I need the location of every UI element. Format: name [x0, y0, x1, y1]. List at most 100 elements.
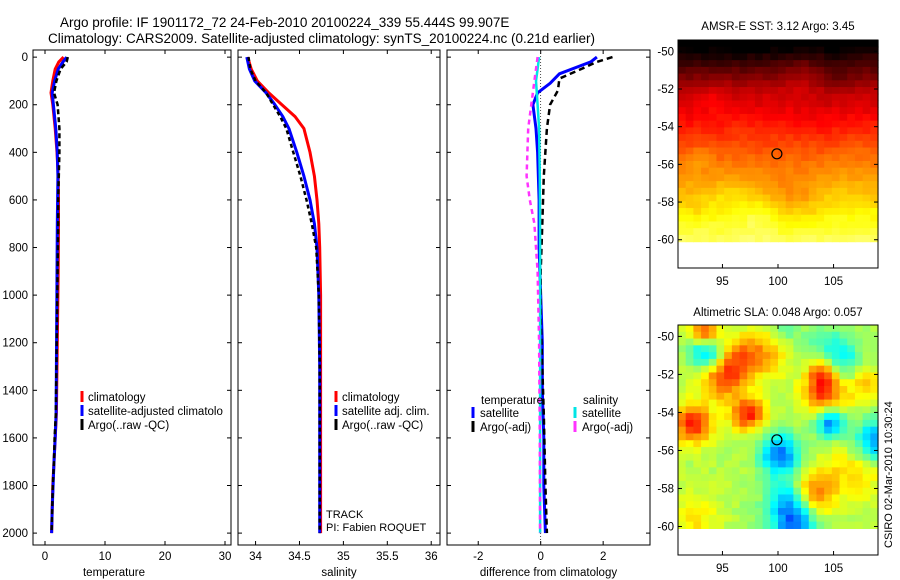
sla-map-cell: [685, 419, 694, 428]
sst-map-cell: [847, 60, 856, 68]
sla-map-cell: [708, 480, 718, 489]
sla-map-cell: [816, 325, 825, 333]
sst-map-cell: [831, 181, 841, 189]
sla-map-cell: [685, 392, 694, 401]
sst-map-cell: [678, 120, 687, 128]
salinity-profile-xtick-label: 36: [425, 551, 438, 563]
sst-map-cell: [870, 127, 879, 135]
sla-map-cell: [762, 372, 771, 380]
sla-map-cell: [847, 392, 856, 401]
sla-map-cell: [701, 338, 710, 346]
sla-map-cell: [778, 372, 787, 380]
sla-map-cell: [847, 440, 856, 448]
sst-map-cell: [847, 127, 856, 135]
sst-map-cell: [747, 194, 756, 202]
sst-map-cell: [731, 154, 741, 162]
sla-map-cell: [778, 440, 787, 448]
sla-map-cell: [739, 474, 748, 482]
sst-map-cell: [870, 167, 879, 176]
sla-map-cell: [754, 379, 764, 387]
sst-map-cell: [824, 40, 833, 48]
sla-map-cell: [693, 386, 702, 394]
temperature-profile-ytick-label: 0: [22, 52, 28, 64]
sla-map-cell: [716, 440, 725, 448]
sst-map-cell: [870, 87, 879, 95]
sst-map-cell: [854, 228, 864, 236]
sla-map-cell: [747, 501, 756, 509]
sst-map-cell: [724, 46, 733, 55]
sla-map-cell: [747, 352, 756, 360]
sst-map-cell: [739, 120, 748, 128]
sla-map-cell: [839, 494, 848, 502]
sst-map-cell: [770, 134, 779, 142]
sst-map-cell: [816, 167, 825, 176]
sla-map-cell: [747, 338, 756, 346]
sst-map-cell: [824, 174, 833, 182]
sla-map-cell: [708, 352, 718, 360]
sla-map-cell: [762, 501, 771, 509]
temperature-profile-ytick-label: 200: [9, 100, 28, 112]
sst-map-cell: [839, 167, 848, 176]
sst-map-ytick-label: -52: [657, 84, 674, 96]
sst-map-cell: [693, 100, 702, 108]
sla-map-cell: [724, 433, 733, 441]
sst-map-cell: [824, 134, 833, 142]
sst-map-cell: [762, 93, 771, 102]
sla-map-cell: [862, 521, 871, 529]
sla-map-cell: [708, 379, 718, 387]
sla-map-cell: [724, 386, 733, 394]
sst-map-cell: [793, 46, 802, 55]
salinity-profile-xtick-label: 34.5: [288, 551, 310, 563]
sst-map-cell: [778, 87, 787, 95]
sst-map-cell: [839, 93, 848, 102]
sla-map-cell: [847, 467, 856, 475]
sla-map-cell: [693, 338, 702, 346]
sst-map-cell: [824, 93, 833, 102]
sst-map-cell: [693, 80, 702, 88]
sst-map-cell: [701, 107, 710, 115]
sst-map-cell: [778, 60, 787, 68]
sst-map-cell: [801, 181, 810, 189]
sla-map-argo-marker: [771, 434, 783, 446]
sla-map-cell: [778, 508, 787, 516]
sla-map-cell: [739, 372, 748, 380]
sla-map-cell: [862, 365, 871, 374]
sla-map-cell: [808, 453, 818, 462]
sst-map-cell: [816, 154, 825, 162]
sla-map-cell: [685, 406, 694, 414]
sla-map-cell: [724, 358, 733, 367]
sst-map-cell: [854, 46, 864, 55]
sla-map-cell: [816, 399, 825, 407]
sst-map-cell: [831, 93, 841, 102]
sla-map-cell: [739, 331, 748, 340]
sst-map-cell: [739, 187, 748, 196]
sla-map-cell: [716, 474, 725, 482]
sla-map-cell: [785, 358, 794, 367]
sla-map-cell: [731, 413, 741, 421]
sst-map-cell: [701, 221, 710, 229]
sla-map-cell: [754, 514, 764, 523]
temperature-profile-legend-label: satellite-adjusted climatolo: [88, 406, 223, 418]
sst-map-cell: [778, 140, 787, 149]
sst-map-cell: [862, 46, 871, 55]
sst-map-cell: [762, 187, 771, 196]
sst-map-cell: [716, 194, 725, 202]
sst-map-cell: [701, 60, 710, 68]
sst-map-cell: [816, 107, 825, 115]
sla-map-cell: [816, 447, 825, 455]
sla-map-cell: [847, 358, 856, 367]
sla-map-cell: [724, 460, 733, 468]
sla-map-cell: [785, 440, 794, 448]
sst-map-cell: [724, 214, 733, 223]
sla-map-cell: [716, 453, 725, 462]
sla-map-cell: [870, 467, 879, 475]
sla-map-cell: [716, 345, 725, 353]
sla-map-cell: [770, 352, 779, 360]
sla-map-cell: [678, 460, 687, 468]
sla-map-cell: [747, 419, 756, 428]
sla-map-cell: [731, 358, 741, 367]
sla-map-cell: [693, 447, 702, 455]
sst-map-cell: [778, 80, 787, 88]
sst-map-cell: [862, 167, 871, 176]
